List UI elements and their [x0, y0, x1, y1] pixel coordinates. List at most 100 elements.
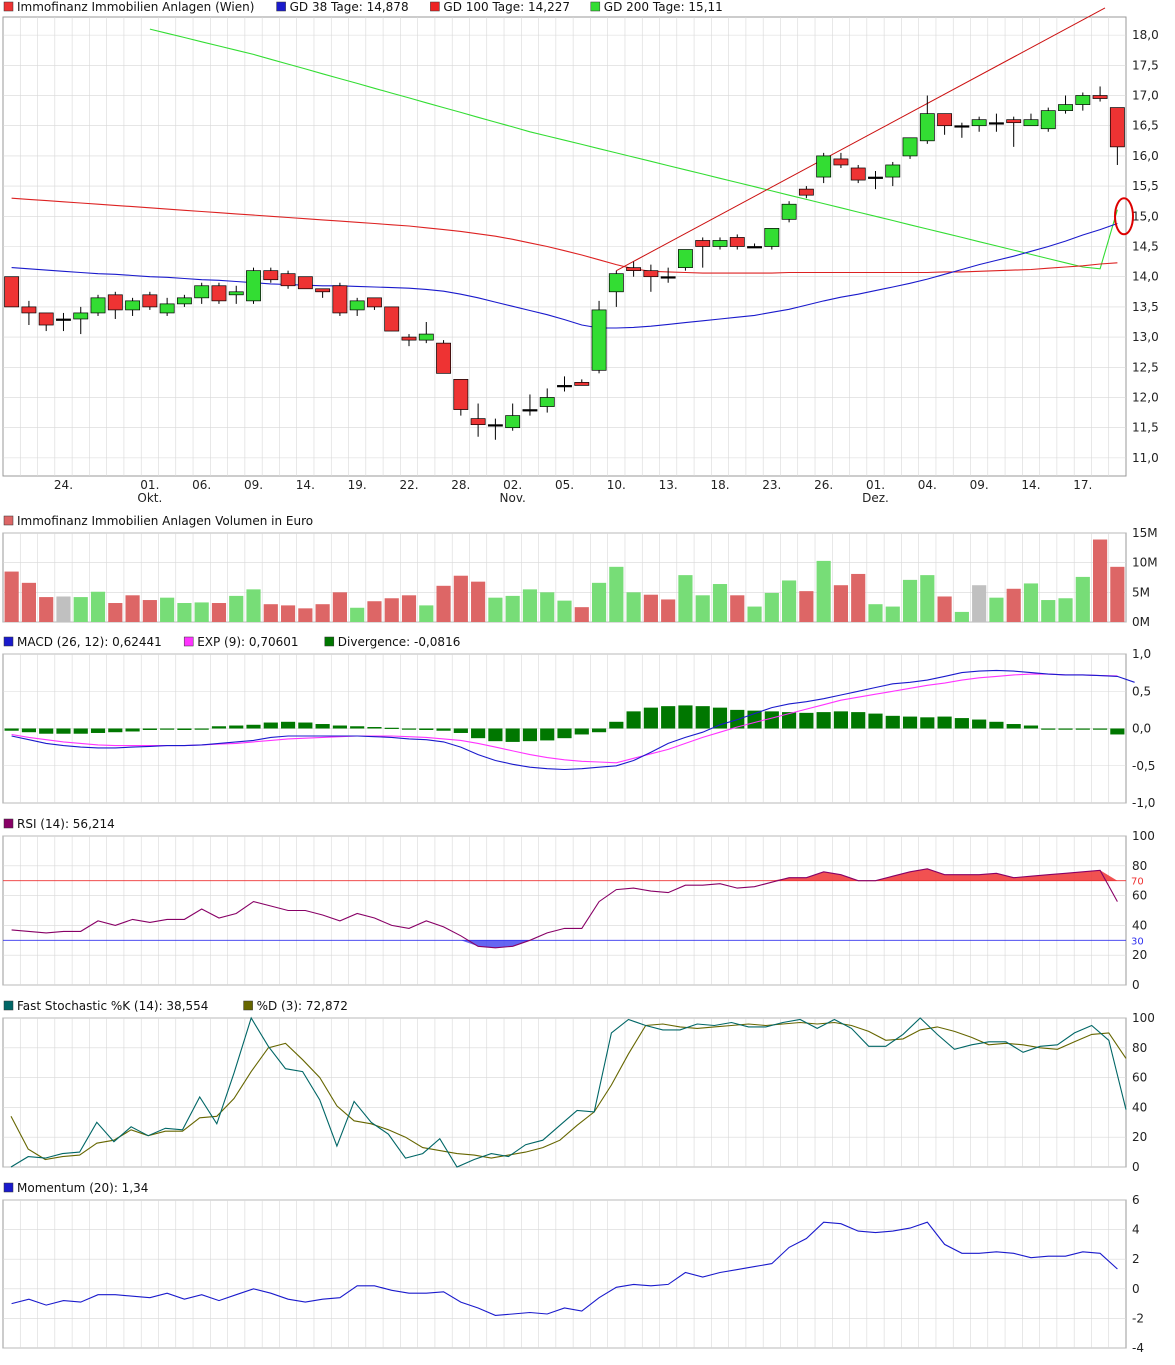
macd-line [11, 669, 1135, 771]
x-tick-label: 18. [710, 478, 729, 492]
volume-bar [142, 600, 157, 622]
divergence-bar [1075, 728, 1090, 730]
volume-bar [401, 595, 417, 622]
volume-bar [609, 566, 624, 622]
legend-swatch [430, 1, 440, 12]
y-tick-label: 12,0 [1132, 390, 1159, 404]
divergence-bar [125, 728, 140, 732]
divergence-bar [177, 728, 192, 730]
x-tick-label: 17. [1073, 478, 1092, 492]
y-tick-label: 5M [1132, 585, 1150, 599]
divergence-bar [90, 728, 106, 733]
divergence-bar [972, 719, 987, 729]
volume-panel: 0M 5M 10M 15M Immofinanz Immobilien Anlagen … [2, 514, 1158, 629]
rsi-panel: 0 20 40 60 80 100 RSI (14): 56,214 70 30 [2, 817, 1155, 992]
divergence-bar [21, 728, 36, 733]
divergence-bar [626, 711, 641, 729]
divergence-bar [764, 711, 779, 729]
divergence-bar [246, 724, 261, 729]
volume-bar [1006, 588, 1021, 622]
y-tick-label: 18,0 [1132, 28, 1159, 42]
gd100-line [11, 197, 1118, 274]
volume-bar [764, 592, 779, 622]
y-tick-label: 40 [1132, 918, 1147, 932]
rsi-frame [2, 835, 1127, 986]
candle-body [591, 309, 607, 371]
divergence-bar [885, 715, 900, 729]
divergence-bar [401, 728, 417, 730]
volume-bar [591, 582, 607, 622]
candle-body [557, 385, 572, 388]
legend-label: GD 38 Tage: 14,878 [290, 0, 409, 14]
candle-body [107, 294, 123, 311]
candle-body [954, 125, 970, 128]
divergence-bar [1058, 728, 1073, 730]
y-tick-label: 4 [1132, 1223, 1140, 1237]
divergence-bar [488, 728, 503, 742]
y-tick-label: -1,0 [1132, 796, 1155, 810]
y-tick-label: 14,0 [1132, 270, 1159, 284]
candle-body [228, 291, 244, 296]
legend-swatch [324, 636, 335, 647]
y-tick-label: 15M [1132, 526, 1158, 540]
legend-label: MACD (26, 12): 0,62441 [17, 635, 162, 649]
y-tick-label: 0 [1132, 1160, 1140, 1174]
volume-bar [1058, 598, 1073, 622]
x-tick-label: 24. [54, 478, 73, 492]
candle-body [902, 137, 918, 157]
volume-bar [989, 597, 1004, 622]
divergence-bar [591, 728, 607, 733]
legend-swatch [276, 1, 286, 12]
rsi-overbought-fill [11, 868, 1118, 881]
y-tick-label: 0,0 [1132, 722, 1151, 736]
volume-bar [816, 560, 831, 622]
candle-body [315, 288, 331, 293]
divergence-bar [505, 728, 520, 742]
divergence-bar [522, 728, 538, 742]
stoch-frame [2, 1017, 1127, 1168]
volume-bar [194, 602, 209, 622]
divergence-bar [56, 728, 71, 734]
legend-label: Immofinanz Immobilien Anlagen Volumen in… [17, 514, 313, 528]
divergence-bar [816, 712, 831, 729]
volume-bar [73, 597, 88, 622]
volume-bar [730, 595, 745, 622]
volume-bar [1023, 583, 1039, 622]
volume-bar [661, 599, 676, 622]
x-tick-label: 14. [296, 478, 315, 492]
volume-bar [108, 603, 123, 622]
volume-bar [4, 571, 19, 622]
volume-bar [747, 606, 762, 622]
candle-body [90, 297, 106, 314]
candle-body [1092, 95, 1108, 99]
candle-body [747, 246, 762, 249]
x-tick-month: Dez. [862, 491, 889, 505]
candle-body [539, 397, 555, 407]
candle-body [487, 424, 503, 427]
volume-bar [902, 579, 918, 622]
candle-body [436, 342, 451, 374]
candle-body [729, 237, 745, 247]
volume-bar [799, 591, 814, 622]
divergence-bar [142, 728, 157, 730]
candle-body [712, 240, 728, 247]
divergence-bar [39, 728, 54, 734]
legend-swatch [3, 1, 14, 12]
divergence-bar [298, 722, 313, 729]
y-tick-label: 60 [1132, 889, 1147, 903]
divergence-bar [782, 712, 797, 729]
volume-bar [39, 597, 54, 622]
candle-body [38, 312, 54, 326]
divergence-bar [4, 728, 19, 731]
candle-body [176, 297, 192, 305]
x-tick-label: 04. [918, 478, 937, 492]
momentum-panel: -4 -2 0 2 4 6 Momentum (20): 1,34 [2, 1181, 1144, 1355]
volume-bar [712, 584, 728, 622]
x-tick-label: 28. [451, 478, 470, 492]
volume-bar [384, 598, 399, 622]
y-tick-label: -4 [1132, 1341, 1144, 1355]
legend-label: Fast Stochastic %K (14): 38,554 [17, 999, 208, 1013]
volume-bar [246, 589, 261, 622]
y-tick-label: 13,5 [1132, 300, 1159, 314]
